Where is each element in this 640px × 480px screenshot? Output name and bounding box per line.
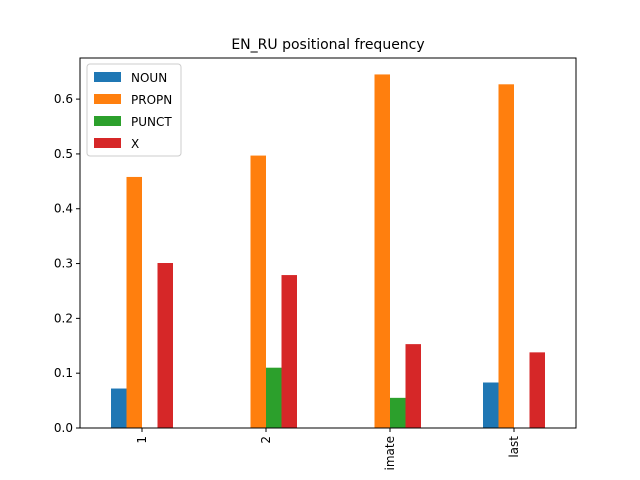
x-tick-label-imate: imate	[383, 436, 397, 470]
y-tick-label: 0.0	[54, 421, 73, 435]
bar-noun-1	[111, 388, 127, 428]
y-tick-label: 0.1	[54, 366, 73, 380]
bar-x-2	[281, 275, 297, 428]
legend: NOUN PROPN PUNCT X	[86, 63, 182, 157]
x-tick-label-1: 1	[135, 436, 149, 444]
bars-group	[111, 74, 545, 428]
legend-label-propn: PROPN	[131, 93, 172, 107]
legend-label-noun: NOUN	[131, 71, 167, 85]
chart-title: EN_RU positional frequency	[231, 37, 424, 53]
bar-punct-2	[266, 367, 282, 428]
y-tick-label: 0.2	[54, 311, 73, 325]
legend-swatch-x	[94, 138, 121, 148]
legend-swatch-noun	[94, 72, 121, 82]
bar-propn-last	[498, 84, 514, 428]
bar-propn-2	[250, 155, 266, 428]
plot-frame	[79, 57, 577, 429]
legend-swatch-propn	[94, 94, 121, 104]
legend-label-punct: PUNCT	[131, 115, 172, 129]
bar-punct-imate	[390, 397, 406, 428]
x-axis: 1 2 imate last	[135, 428, 521, 470]
y-axis: 0.0 0.1 0.2 0.3 0.4 0.5 0.6	[54, 92, 80, 435]
bar-x-last	[529, 352, 545, 428]
legend-label-x: X	[131, 137, 139, 151]
y-tick-label: 0.5	[54, 147, 73, 161]
bar-propn-1	[126, 176, 142, 428]
legend-box	[86, 63, 182, 157]
bar-noun-last	[483, 382, 499, 428]
bar-propn-imate	[374, 74, 390, 428]
bar-x-1	[157, 263, 173, 428]
x-tick-label-2: 2	[259, 436, 273, 444]
x-tick-label-last: last	[507, 436, 521, 458]
bar-x-imate	[405, 344, 421, 428]
y-tick-label: 0.6	[54, 92, 73, 106]
y-tick-label: 0.3	[54, 257, 73, 271]
y-tick-label: 0.4	[54, 202, 73, 216]
legend-swatch-punct	[94, 116, 121, 126]
